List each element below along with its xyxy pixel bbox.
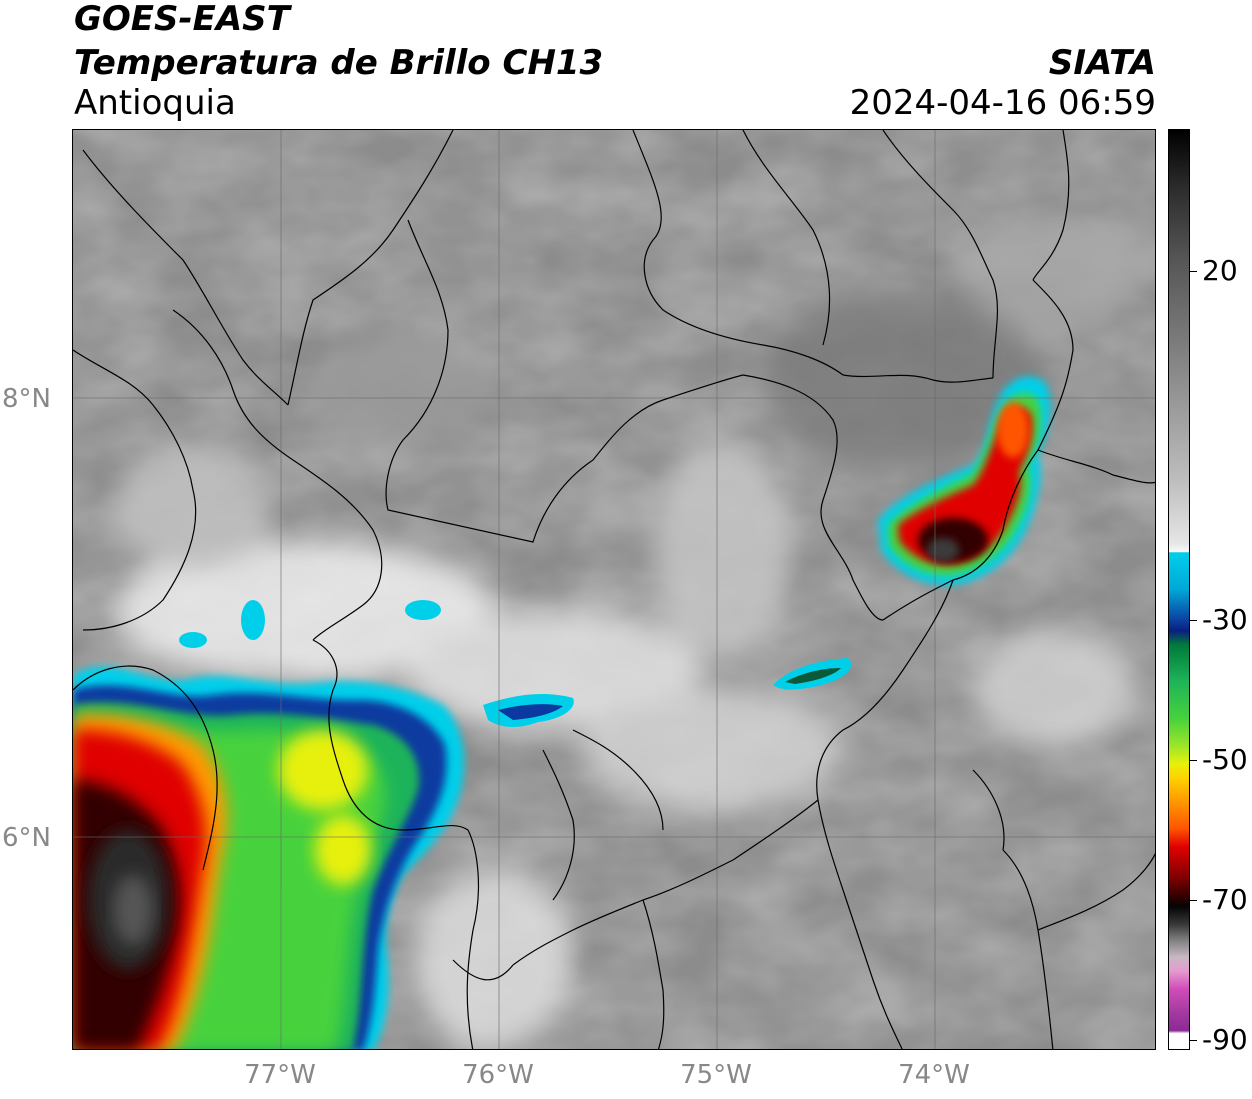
title-product: Temperatura de Brillo CH13 bbox=[74, 43, 604, 83]
cold-cloud-cells bbox=[179, 600, 852, 727]
timestamp: 2024-04-16 06:59 bbox=[849, 83, 1156, 123]
lon-label-77w: 77°W bbox=[244, 1060, 316, 1090]
colorbar-tick bbox=[1190, 620, 1197, 621]
colorbar-label-minus70: -70 bbox=[1202, 883, 1248, 916]
lon-label-74w: 74°W bbox=[898, 1060, 970, 1090]
map-image bbox=[73, 130, 1155, 1049]
administrative-boundaries bbox=[73, 130, 1155, 1049]
colorbar-label-minus30: -30 bbox=[1202, 603, 1248, 636]
colorbar-label-minus50: -50 bbox=[1202, 743, 1248, 776]
high-cloud-bands bbox=[113, 210, 1143, 1049]
brand-label: SIATA bbox=[1048, 43, 1156, 83]
title-satellite: GOES-EAST bbox=[74, 0, 290, 39]
colorbar-label-minus90: -90 bbox=[1202, 1023, 1248, 1056]
satellite-map[interactable] bbox=[72, 129, 1156, 1050]
colorbar-tick bbox=[1190, 1040, 1197, 1041]
colorbar-tick bbox=[1190, 900, 1197, 901]
colorbar-label-20: 20 bbox=[1202, 254, 1238, 287]
colorbar-tick bbox=[1190, 271, 1197, 272]
title-region: Antioquia bbox=[74, 83, 236, 123]
convective-system-southwest bbox=[73, 666, 465, 1049]
graticule bbox=[73, 130, 1155, 1049]
lat-label-8n: 8°N bbox=[2, 384, 51, 414]
lon-label-75w: 75°W bbox=[680, 1060, 752, 1090]
lon-label-76w: 76°W bbox=[462, 1060, 534, 1090]
temperature-colorbar bbox=[1168, 129, 1190, 1050]
colorbar-tick bbox=[1190, 760, 1197, 761]
lat-label-6n: 6°N bbox=[2, 823, 51, 853]
